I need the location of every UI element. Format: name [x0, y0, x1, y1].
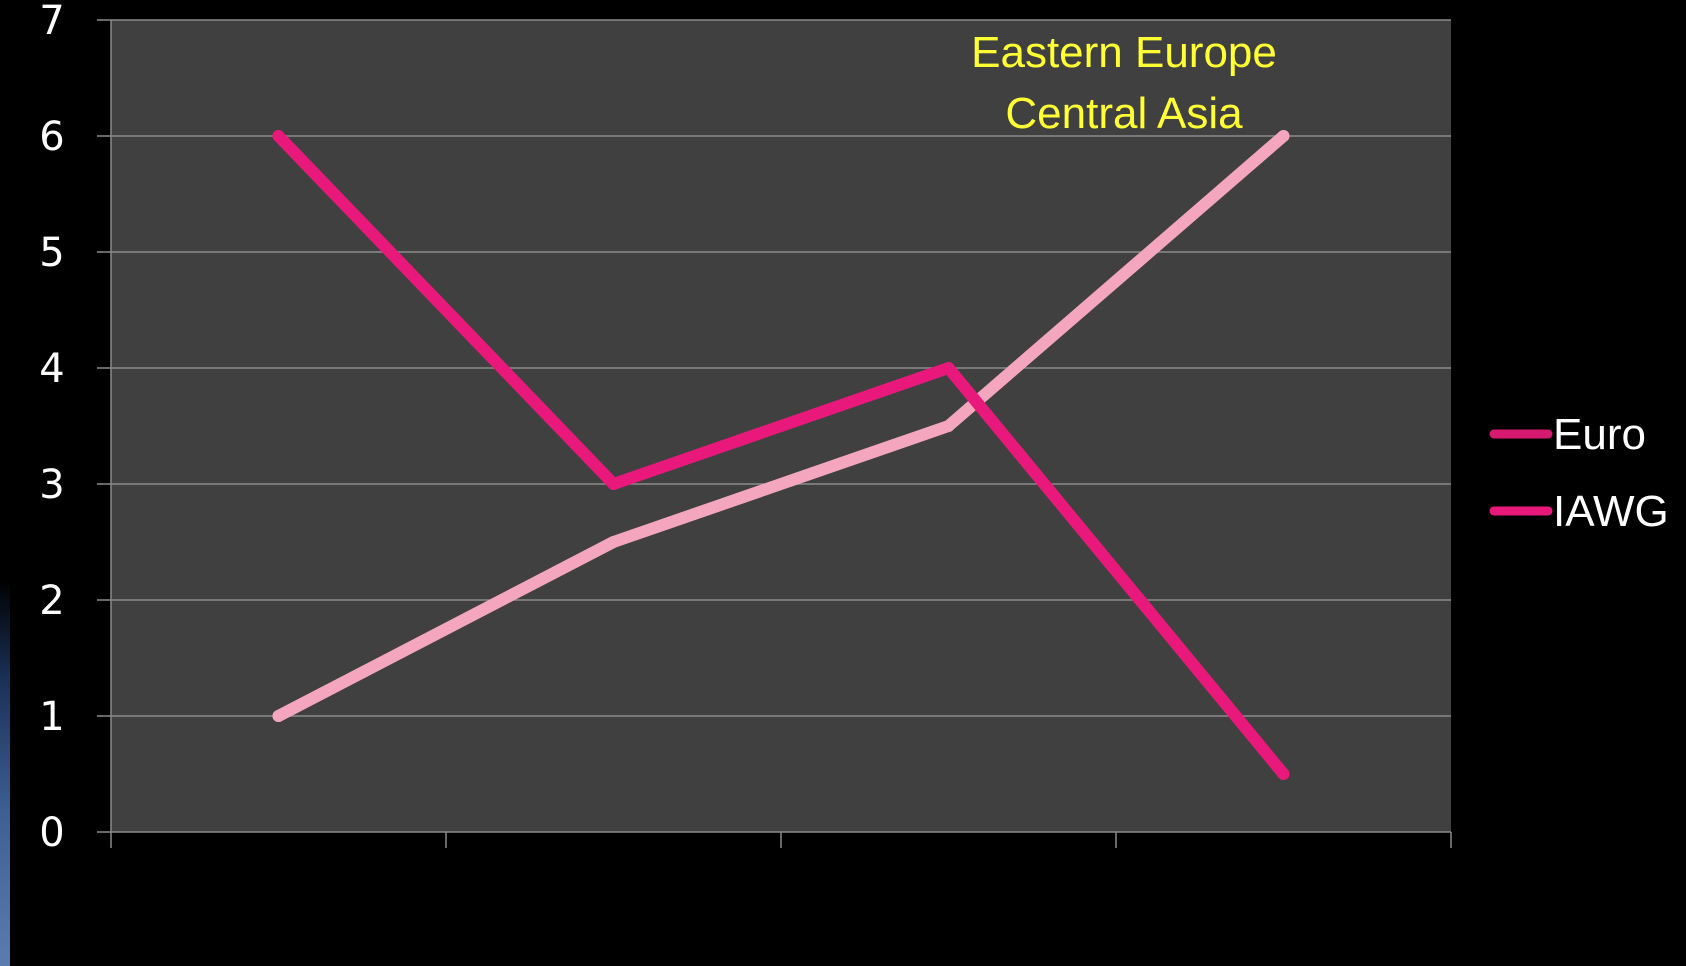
data-point-euro-4	[1277, 130, 1290, 142]
data-point-euro-1	[272, 710, 285, 722]
y-tick-label-3: 3	[39, 462, 64, 508]
y-tick-label-6: 6	[39, 114, 64, 160]
y-tick-label-7: 7	[39, 0, 64, 44]
y-tick-label-2: 2	[39, 578, 64, 624]
y-tick-label-4: 4	[39, 346, 64, 392]
left-accent-bar	[0, 580, 10, 966]
data-point-iawg-4	[1277, 768, 1290, 780]
chart-annotation: Eastern Europe Central Asia	[971, 28, 1277, 138]
gridlines	[111, 19, 1451, 717]
annotation-line-1: Eastern Europe	[971, 28, 1277, 77]
data-point-euro-2	[607, 536, 620, 548]
data-point-iawg-2	[607, 478, 620, 490]
legend-label-euro: Euro	[1553, 410, 1646, 459]
y-tick-label-5: 5	[39, 230, 64, 276]
y-tick-label-0: 0	[39, 810, 64, 856]
data-point-euro-3	[942, 420, 955, 432]
legend-label-iawg: IAWG	[1553, 487, 1669, 536]
series-line-euro	[272, 130, 1290, 722]
data-point-iawg-1	[272, 130, 285, 142]
y-tick-labels: 0 1 2 3 4 5 6 7	[39, 0, 64, 856]
y-tick-label-1: 1	[39, 694, 64, 740]
legend: Euro IAWG	[1489, 410, 1669, 536]
series-line-iawg	[272, 130, 1290, 780]
axes	[97, 19, 1452, 848]
series-lines	[272, 130, 1290, 780]
data-point-iawg-3	[942, 362, 955, 374]
annotation-line-2: Central Asia	[1005, 89, 1243, 138]
